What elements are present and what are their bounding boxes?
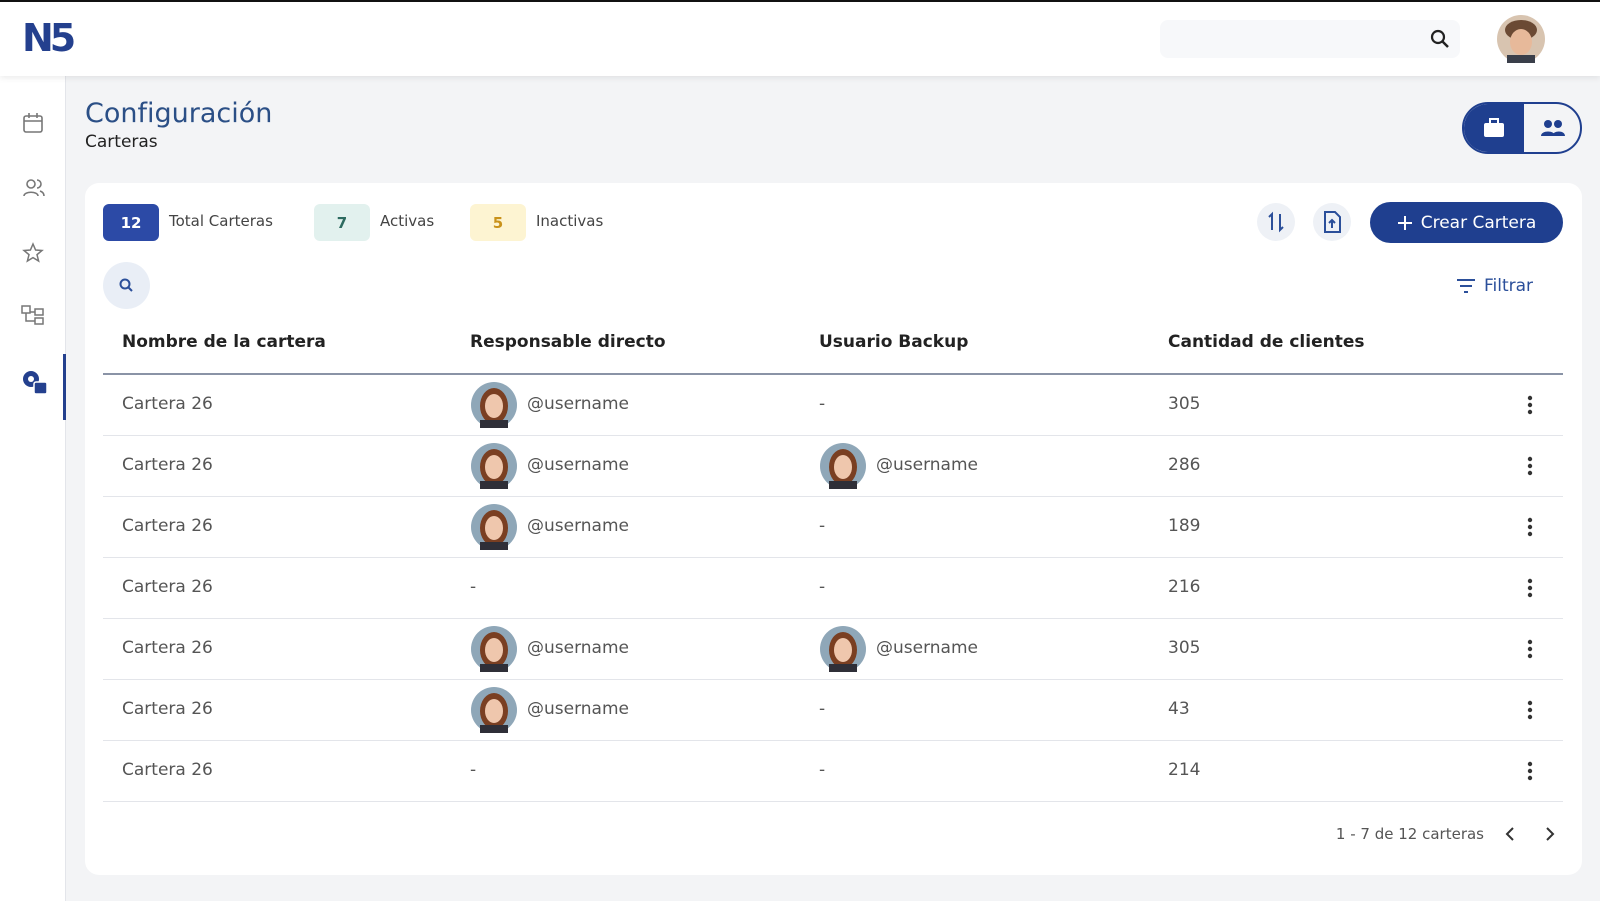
kebab-icon — [1527, 639, 1533, 659]
sidebar — [0, 76, 66, 901]
create-label: Crear Cartera — [1420, 212, 1537, 233]
filter-label: Filtrar — [1484, 276, 1534, 296]
page-title: Configuración — [85, 98, 273, 129]
stat-label: Total Carteras — [169, 212, 273, 230]
row-menu-button[interactable] — [1526, 456, 1534, 476]
user-avatar — [471, 626, 517, 672]
table-cell: - — [819, 760, 826, 780]
table-cell: 43 — [1168, 699, 1190, 719]
table-cell: - — [819, 516, 826, 536]
table-cell: Cartera 26 — [122, 699, 213, 719]
briefcase-icon — [1484, 118, 1504, 137]
active-indicator — [63, 354, 66, 420]
table-cell: - — [819, 577, 826, 597]
stat-label: Inactivas — [536, 212, 604, 230]
row-menu-button[interactable] — [1526, 639, 1534, 659]
table-cell: 305 — [1168, 394, 1201, 414]
filter-icon — [1457, 279, 1475, 293]
portfolio-view-button[interactable] — [1464, 104, 1524, 152]
table-cell: - — [819, 699, 826, 719]
row-divider — [103, 801, 1563, 802]
portfolio-card — [85, 183, 1582, 875]
settings-icon[interactable] — [20, 368, 48, 396]
user-avatar — [471, 687, 517, 733]
column-header: Cantidad de clientes — [1168, 332, 1365, 352]
top-bar: N5 — [0, 0, 1600, 76]
filter-button[interactable]: Filtrar — [1456, 276, 1533, 296]
search-box[interactable] — [1160, 20, 1460, 58]
table-cell: @username — [876, 455, 978, 475]
user-avatar — [471, 443, 517, 489]
header-divider — [103, 373, 1563, 375]
table-cell: - — [470, 577, 477, 597]
pagination-info: 1 - 7 de 12 carteras — [1335, 825, 1484, 843]
table-cell: - — [470, 760, 477, 780]
kebab-icon — [1527, 517, 1533, 537]
row-menu-button[interactable] — [1526, 517, 1534, 537]
star-icon[interactable] — [22, 242, 44, 264]
table-cell: 305 — [1168, 638, 1201, 658]
logo[interactable]: N5 — [22, 16, 76, 60]
table-cell: 216 — [1168, 577, 1201, 597]
column-header: Usuario Backup — [819, 332, 969, 352]
table-cell: Cartera 26 — [122, 577, 213, 597]
create-button[interactable]: Crear Cartera — [1370, 202, 1563, 243]
stat-count: 5 — [470, 204, 526, 241]
people-view-button[interactable] — [1540, 119, 1566, 137]
user-avatar — [471, 382, 517, 428]
kebab-icon — [1527, 578, 1533, 598]
kebab-icon — [1527, 700, 1533, 720]
column-header: Nombre de la cartera — [122, 332, 326, 352]
row-divider — [103, 557, 1563, 558]
user-avatar — [471, 504, 517, 550]
table-cell: @username — [527, 394, 629, 414]
kebab-icon — [1527, 456, 1533, 476]
table-cell: Cartera 26 — [122, 760, 213, 780]
table-cell: 286 — [1168, 455, 1201, 475]
row-divider — [103, 740, 1563, 741]
table-cell: Cartera 26 — [122, 394, 213, 414]
export-button[interactable] — [1313, 203, 1351, 241]
kebab-icon — [1527, 761, 1533, 781]
search-icon — [1430, 29, 1449, 48]
table-cell: @username — [527, 699, 629, 719]
table-cell: Cartera 26 — [122, 638, 213, 658]
table-cell: 214 — [1168, 760, 1201, 780]
stat-count: 12 — [103, 204, 159, 241]
user-avatar — [820, 443, 866, 489]
calendar-icon[interactable] — [22, 112, 44, 134]
user-avatar — [820, 626, 866, 672]
row-divider — [103, 496, 1563, 497]
column-header: Responsable directo — [470, 332, 666, 352]
table-cell: - — [819, 394, 826, 414]
table-cell: @username — [527, 455, 629, 475]
stat-count: 7 — [314, 204, 370, 241]
users-icon[interactable] — [22, 178, 46, 198]
row-menu-button[interactable] — [1526, 578, 1534, 598]
user-avatar[interactable] — [1497, 15, 1545, 63]
table-cell: @username — [876, 638, 978, 658]
table-cell: @username — [527, 638, 629, 658]
row-divider — [103, 679, 1563, 680]
table-cell: Cartera 26 — [122, 516, 213, 536]
view-toggle — [1462, 102, 1582, 154]
table-search-button[interactable] — [103, 262, 150, 309]
row-menu-button[interactable] — [1526, 700, 1534, 720]
hierarchy-icon[interactable] — [21, 304, 45, 326]
row-menu-button[interactable] — [1526, 761, 1534, 781]
table-cell: Cartera 26 — [122, 455, 213, 475]
row-divider — [103, 618, 1563, 619]
row-menu-button[interactable] — [1526, 395, 1534, 415]
table-cell: 189 — [1168, 516, 1201, 536]
prev-page-button[interactable] — [1502, 826, 1518, 842]
row-divider — [103, 435, 1563, 436]
table-cell: @username — [527, 516, 629, 536]
kebab-icon — [1527, 395, 1533, 415]
page-subtitle: Carteras — [85, 132, 158, 152]
plus-icon — [1397, 215, 1412, 230]
stat-label: Activas — [380, 212, 435, 230]
next-page-button[interactable] — [1542, 826, 1558, 842]
sort-button[interactable] — [1257, 203, 1295, 241]
